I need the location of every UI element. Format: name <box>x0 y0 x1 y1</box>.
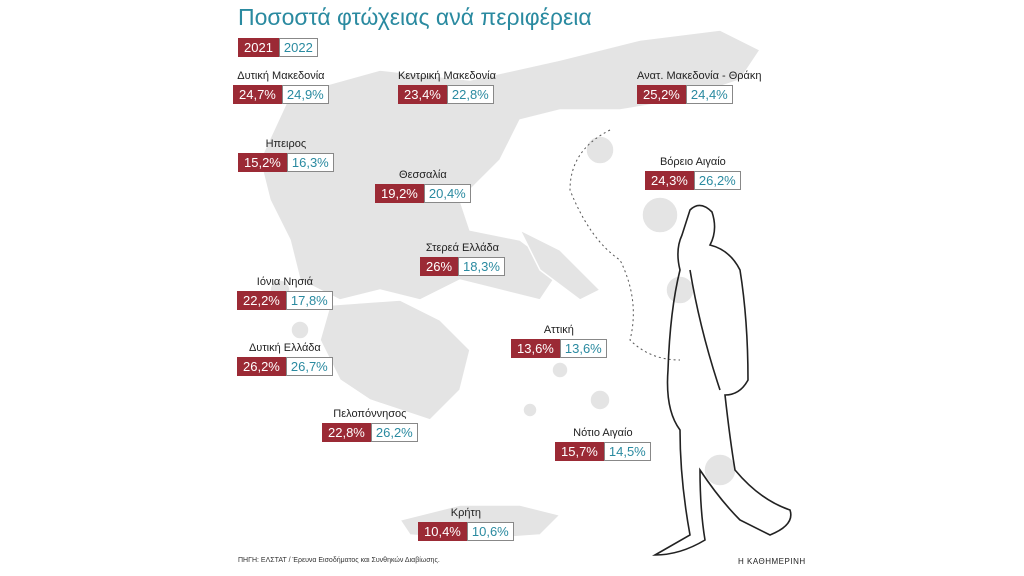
value-2022: 17,8% <box>285 291 333 310</box>
region-name: Ανατ. Μακεδονία - Θράκη <box>637 70 762 82</box>
value-2022: 14,5% <box>603 442 651 461</box>
value-2021: 23,4% <box>398 85 447 104</box>
island <box>585 135 615 165</box>
evia <box>518 228 602 301</box>
value-2022: 26,2% <box>693 171 741 190</box>
value-2021: 22,2% <box>237 291 286 310</box>
border-line <box>569 129 681 361</box>
value-2021: 26,2% <box>237 357 286 376</box>
value-2021: 10,4% <box>418 522 467 541</box>
value-2022: 18,3% <box>458 257 505 276</box>
value-2021: 24,7% <box>233 85 282 104</box>
region-name: Ηπειρος <box>265 138 307 150</box>
region-name: Βόρειο Αιγαίο <box>659 156 726 168</box>
region-label: Ανατ. Μακεδονία - Θράκη 25,2% 24,4% <box>637 70 762 104</box>
value-row: 19,2% 20,4% <box>375 184 471 203</box>
value-row: 26,2% 26,7% <box>237 357 333 376</box>
legend-2021: 2021 <box>238 38 279 57</box>
value-2021: 24,3% <box>645 171 694 190</box>
island <box>703 453 737 487</box>
value-2021: 25,2% <box>637 85 686 104</box>
value-2021: 15,2% <box>238 153 287 172</box>
value-2021: 19,2% <box>375 184 424 203</box>
value-row: 24,3% 26,2% <box>645 171 741 190</box>
region-name: Πελοπόννησος <box>333 408 407 420</box>
region-label: Βόρειο Αιγαίο 24,3% 26,2% <box>645 156 741 190</box>
value-row: 15,7% 14,5% <box>555 442 651 461</box>
region-label: Στερεά Ελλάδα 26% 18,3% <box>420 242 505 276</box>
region-label: Αττική 13,6% 13,6% <box>511 324 607 358</box>
value-row: 25,2% 24,4% <box>637 85 762 104</box>
region-label: Ιόνια Νησιά 22,2% 17,8% <box>237 276 333 310</box>
region-label: Κρήτη 10,4% 10,6% <box>418 507 514 541</box>
peloponnese <box>319 299 471 421</box>
region-name: Κρήτη <box>450 507 481 519</box>
source: ΠΗΓΗ: ΕΛΣΤΑΤ / Έρευνα Εισοδήματος και Συ… <box>238 557 440 564</box>
value-row: 13,6% 13,6% <box>511 339 607 358</box>
value-row: 24,7% 24,9% <box>233 85 329 104</box>
value-2022: 10,6% <box>466 522 514 541</box>
walking-man <box>651 204 792 556</box>
island <box>551 361 569 379</box>
region-name: Νότιο Αιγαίο <box>573 427 633 439</box>
value-row: 26% 18,3% <box>420 257 505 276</box>
region-label: Δυτική Ελλάδα 26,2% 26,7% <box>237 342 333 376</box>
value-row: 22,2% 17,8% <box>237 291 333 310</box>
value-2022: 26,2% <box>370 423 418 442</box>
value-2022: 13,6% <box>559 339 607 358</box>
value-2022: 22,8% <box>446 85 494 104</box>
region-name: Στερεά Ελλάδα <box>425 242 500 254</box>
region-label: Δυτική Μακεδονία 24,7% 24,9% <box>233 70 329 104</box>
value-row: 22,8% 26,2% <box>322 423 418 442</box>
region-name: Κεντρική Μακεδονία <box>398 70 496 82</box>
value-row: 10,4% 10,6% <box>418 522 514 541</box>
legend-2022: 2022 <box>278 38 318 57</box>
value-row: 15,2% 16,3% <box>238 153 334 172</box>
value-2022: 24,4% <box>685 85 733 104</box>
legend: 2021 2022 <box>238 38 318 57</box>
region-name: Αττική <box>543 324 574 336</box>
region-label: Πελοπόννησος 22,8% 26,2% <box>322 408 418 442</box>
region-name: Δυτική Ελλάδα <box>248 342 321 354</box>
value-2022: 24,9% <box>281 85 329 104</box>
value-2022: 26,7% <box>285 357 333 376</box>
region-label: Θεσσαλία 19,2% 20,4% <box>375 169 471 203</box>
mainland <box>259 29 762 301</box>
value-2021: 22,8% <box>322 423 371 442</box>
value-2022: 20,4% <box>423 184 471 203</box>
region-label: Ηπειρος 15,2% 16,3% <box>238 138 334 172</box>
brand: Η ΚΑΘΗΜΕΡΙΝΗ <box>738 557 806 566</box>
value-2021: 15,7% <box>555 442 604 461</box>
region-name: Ιόνια Νησιά <box>256 276 313 288</box>
title: Ποσοστά φτώχειας ανά περιφέρεια <box>238 4 592 30</box>
value-row: 23,4% 22,8% <box>398 85 496 104</box>
island <box>522 402 538 418</box>
region-name: Δυτική Μακεδονία <box>237 70 325 82</box>
island <box>589 389 611 411</box>
island <box>665 275 695 305</box>
value-2022: 16,3% <box>286 153 334 172</box>
island <box>290 320 310 340</box>
value-2021: 26% <box>420 257 459 276</box>
value-2021: 13,6% <box>511 339 560 358</box>
region-label: Κεντρική Μακεδονία 23,4% 22,8% <box>398 70 496 104</box>
region-name: Θεσσαλία <box>399 169 447 181</box>
region-label: Νότιο Αιγαίο 15,7% 14,5% <box>555 427 651 461</box>
island <box>641 196 679 234</box>
